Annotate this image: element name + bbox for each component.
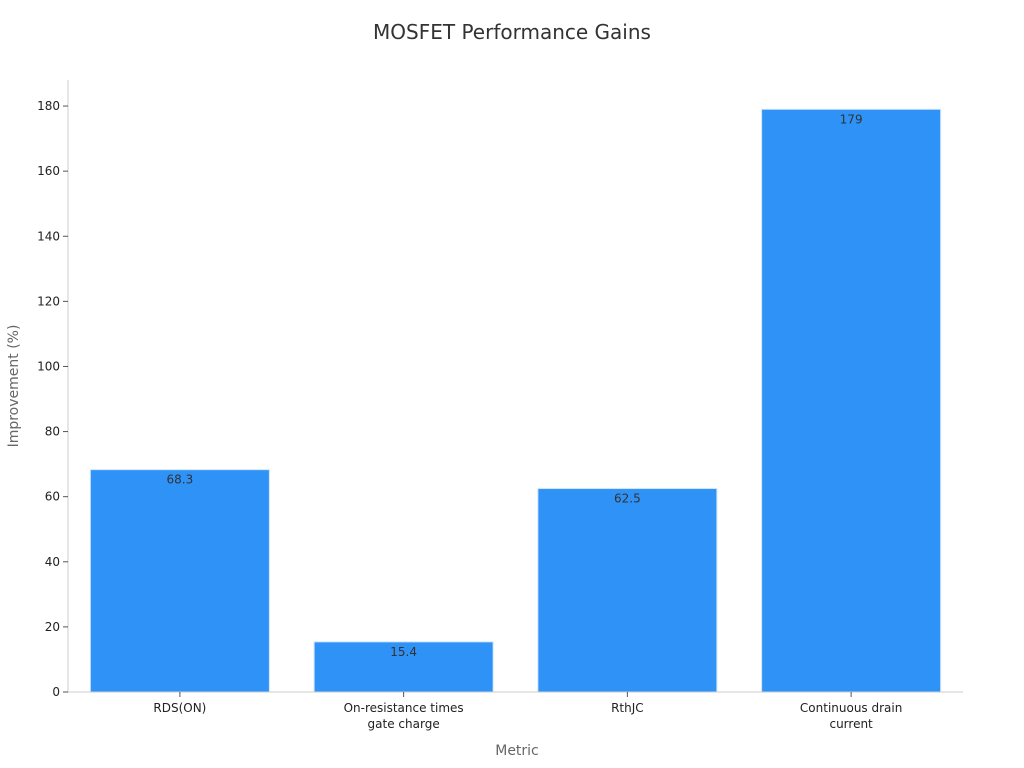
chart-title: MOSFET Performance Gains: [373, 20, 651, 44]
y-tick-label: 120: [37, 294, 60, 308]
bar-value-label: 68.3: [167, 473, 194, 487]
y-tick-label: 60: [45, 490, 60, 504]
y-ticks-group: 0 20 40 60 80 100 120 140 160 180: [37, 99, 68, 699]
y-axis-title: Improvement (%): [6, 325, 22, 448]
data-labels-group: 68.3 15.4 62.5 179: [167, 112, 863, 659]
y-tick-label: 80: [45, 425, 60, 439]
x-axis-title: Metric: [495, 743, 539, 759]
bar-value-label: 15.4: [390, 645, 417, 659]
x-tick-label: RthJC: [611, 701, 644, 715]
y-tick-label: 140: [37, 229, 60, 243]
bar: [89, 469, 270, 693]
x-tick-label: RDS(ON): [153, 701, 206, 715]
y-tick-label: 40: [45, 555, 60, 569]
x-tick-label: On-resistance times gate charge: [344, 701, 464, 731]
axes-group: [67, 80, 963, 693]
x-tick-label: Continuous drain current: [800, 701, 902, 731]
bar-value-label: 62.5: [614, 492, 641, 506]
y-tick-label: 0: [52, 685, 60, 699]
bar: [537, 488, 718, 693]
bar: [313, 641, 494, 693]
y-tick-label: 20: [45, 620, 60, 634]
x-ticks-group: RDS(ON) On-resistance times gate charge Rth…: [153, 692, 902, 731]
y-tick-label: 160: [37, 164, 60, 178]
bar-value-label: 179: [840, 112, 863, 126]
y-tick-label: 180: [37, 99, 60, 113]
y-tick-label: 100: [37, 359, 60, 373]
bars-group: [89, 108, 942, 693]
bar: [761, 108, 942, 693]
